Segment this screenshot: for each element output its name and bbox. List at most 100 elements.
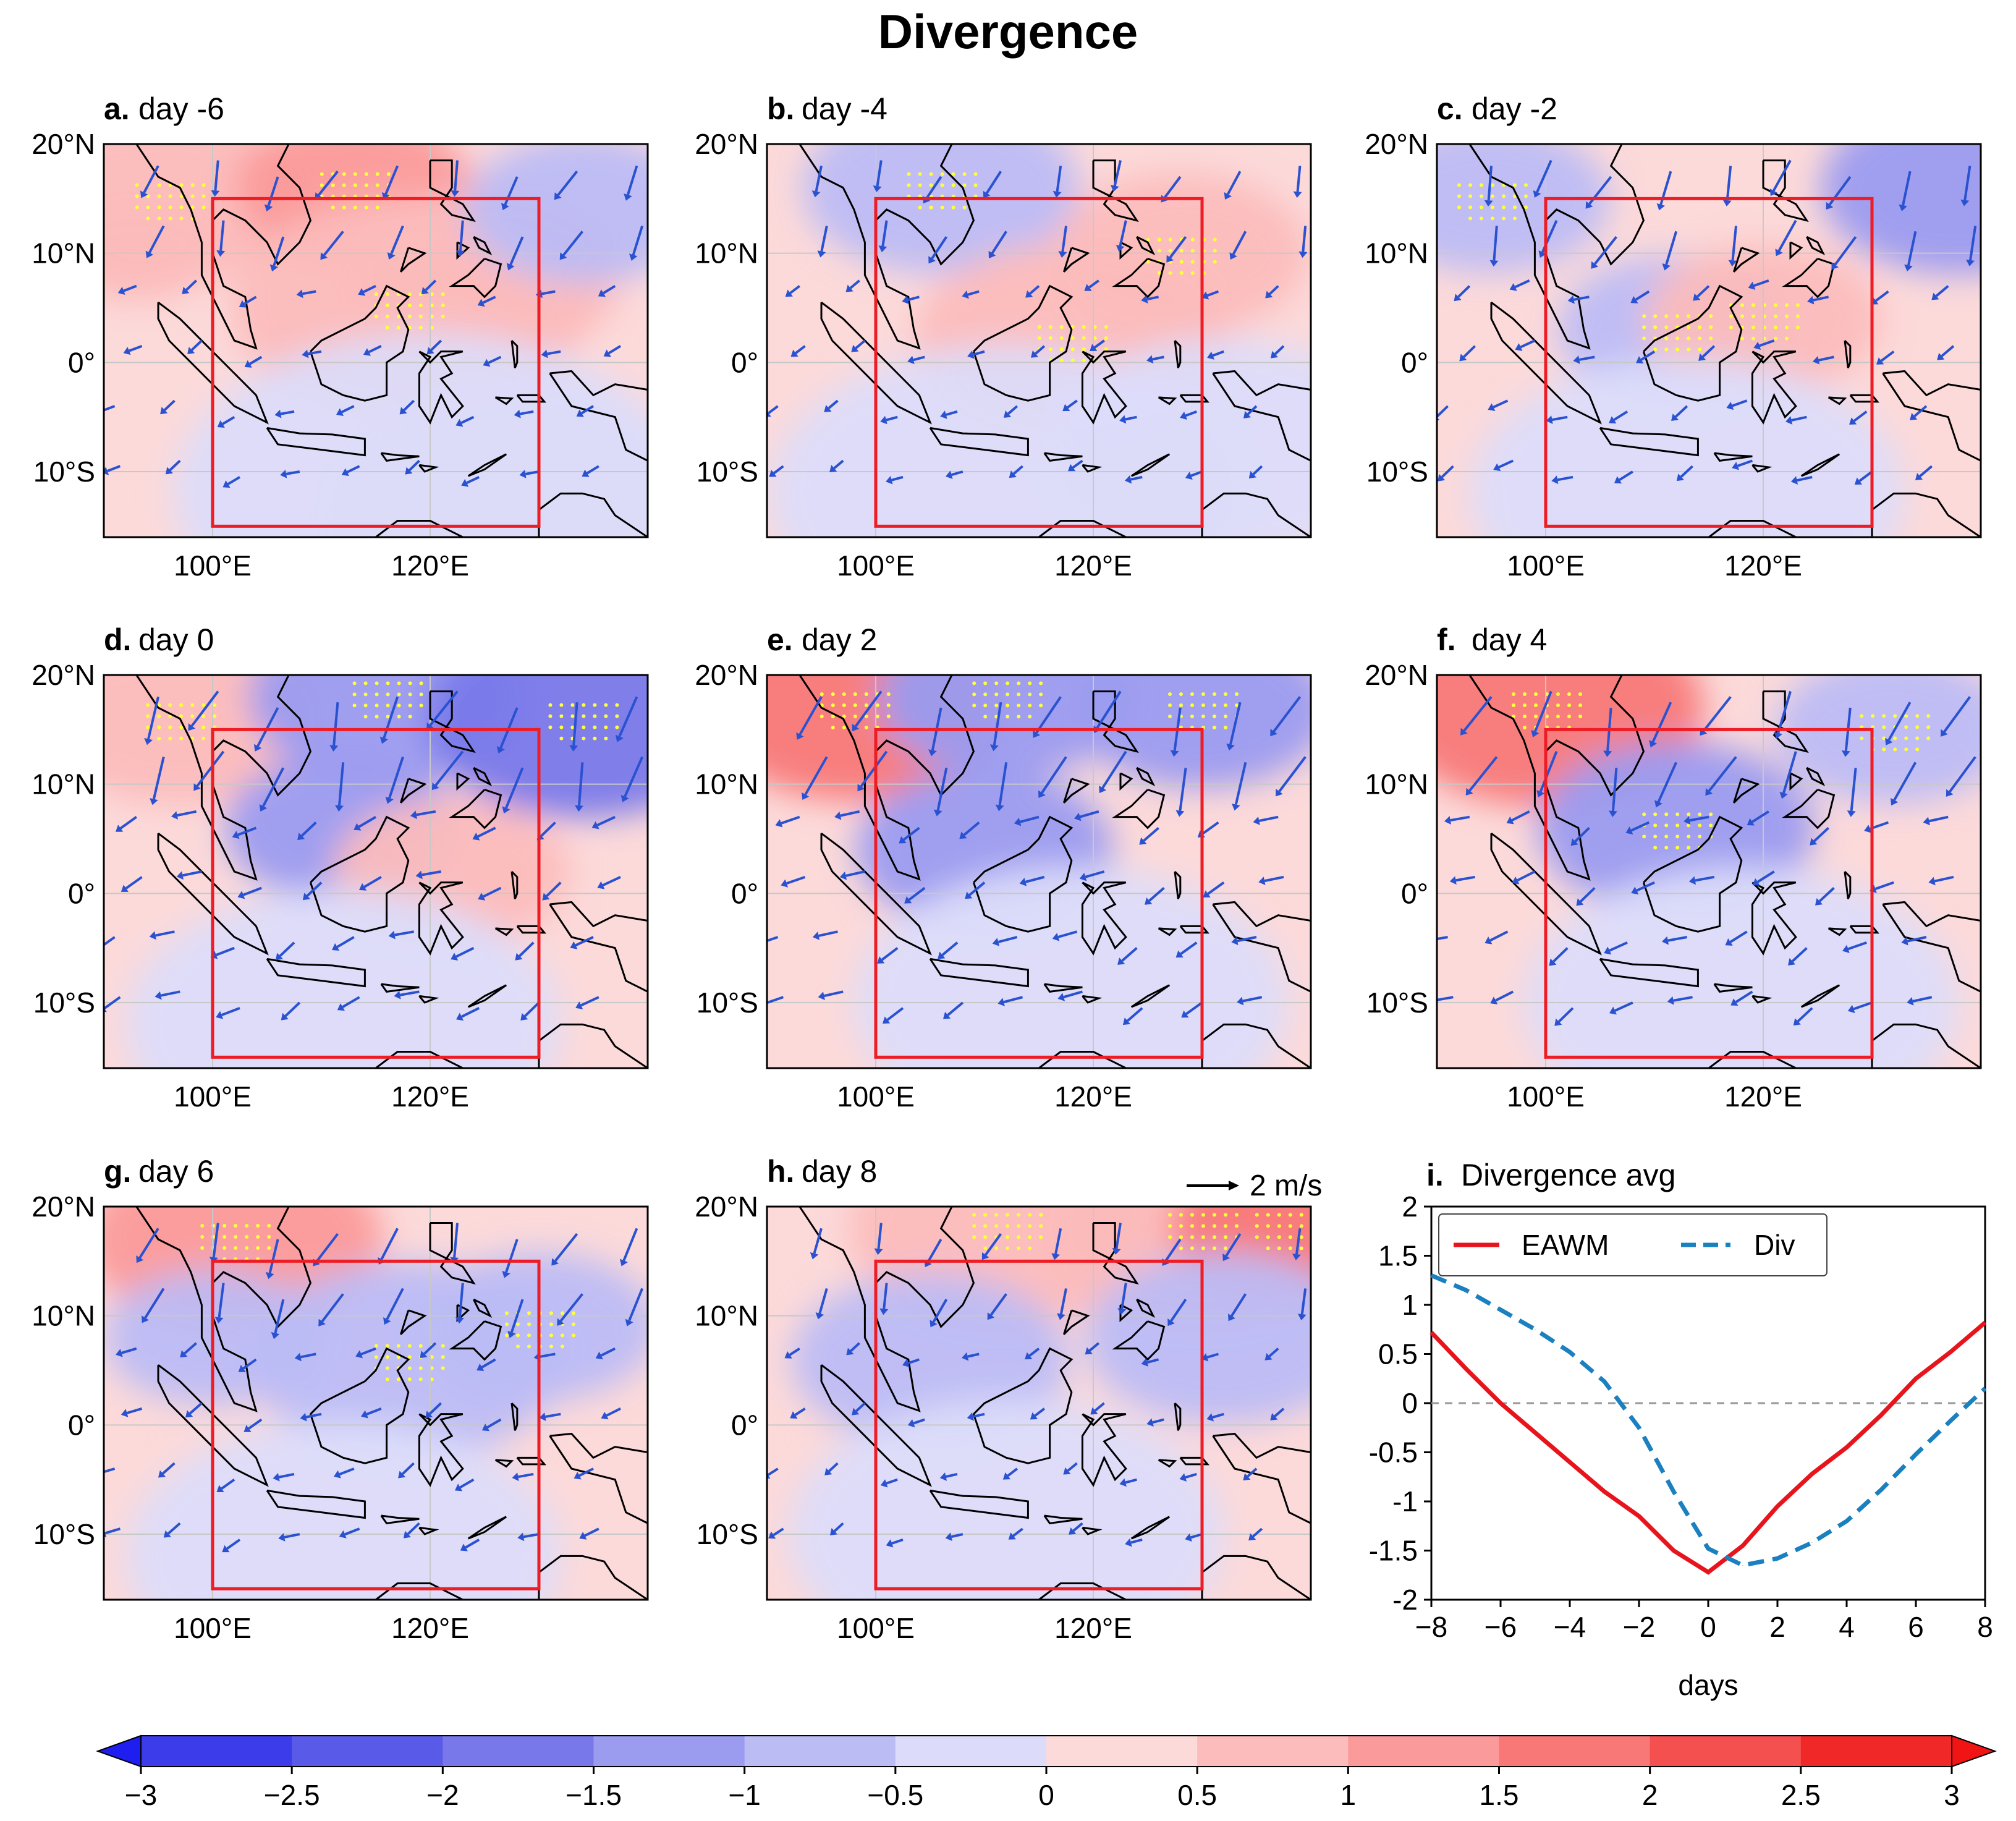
wind-arrow	[1613, 410, 1628, 421]
wind-arrow	[486, 1418, 502, 1428]
wind-arrow	[1818, 355, 1834, 362]
stipple-dot	[1299, 1235, 1303, 1239]
wind-arrow	[1185, 410, 1197, 417]
wind-arrow	[1278, 756, 1307, 792]
stipple-dot	[168, 714, 172, 718]
coastline	[467, 1516, 507, 1540]
stipple-dot	[190, 205, 195, 210]
stipple-dot	[572, 1311, 575, 1315]
wind-arrowhead	[579, 1532, 587, 1540]
coastline	[449, 789, 502, 830]
stipple-dot	[1006, 1246, 1010, 1250]
stipple-dot	[1468, 205, 1472, 210]
wind-arrow	[481, 1358, 496, 1369]
stipple-dot	[1698, 834, 1702, 839]
wind-arrowhead	[1966, 259, 1975, 266]
wind-arrow	[973, 1412, 985, 1418]
wind-arrow	[1206, 1352, 1219, 1359]
wind-arrowhead	[1270, 728, 1277, 737]
panel-letter: a.	[104, 91, 130, 126]
coastline	[1063, 778, 1090, 804]
stipple-dot	[342, 205, 346, 210]
stipple-dot	[1070, 325, 1075, 329]
domain-box	[211, 197, 541, 528]
x-tick-label: −2	[1623, 1611, 1655, 1643]
stipple-dot	[374, 292, 378, 296]
stipple-dot	[1059, 347, 1064, 351]
wind-arrow	[323, 231, 344, 256]
wind-arrow	[820, 226, 828, 252]
stipple-dot	[374, 1344, 378, 1348]
wind-arrow	[828, 1462, 839, 1472]
wind-arrow	[602, 876, 621, 886]
stipple-dot	[1882, 725, 1886, 729]
wind-arrow	[525, 470, 540, 475]
wind-arrowhead	[116, 825, 124, 832]
wind-arrow	[341, 405, 355, 414]
wind-arrowhead	[1667, 996, 1674, 1005]
wind-arrow	[600, 1347, 616, 1357]
stipple-dot	[1926, 714, 1931, 718]
stipple-dot	[1190, 692, 1194, 696]
wind-arrow	[963, 821, 980, 836]
wind-arrowhead	[483, 359, 491, 367]
wind-arrowhead	[294, 1352, 302, 1362]
stipple-dot	[146, 703, 150, 707]
stipple-dot	[407, 1355, 412, 1359]
wind-arrow	[840, 810, 860, 817]
wind-arrow	[1468, 756, 1498, 792]
stipple-dot	[320, 172, 324, 176]
wind-arrow	[1007, 405, 1019, 415]
stipple-dot	[375, 205, 379, 210]
coastline	[473, 1298, 493, 1318]
wind-arrowhead	[269, 264, 278, 272]
wind-arrowhead	[1444, 816, 1451, 825]
lat-tick-label: 20°N	[1365, 659, 1428, 691]
map-frame	[103, 1205, 649, 1601]
stipple-dot	[615, 714, 619, 718]
wind-arrow	[1212, 350, 1224, 357]
coastline	[456, 1304, 470, 1323]
lat-tick-label: 10°S	[697, 456, 758, 488]
wind-arrowhead	[1631, 886, 1639, 895]
wind-arrowhead	[339, 1530, 347, 1539]
stipple-dot	[213, 703, 217, 707]
colorbar-tick-label: −1.5	[565, 1779, 622, 1811]
stipple-dot	[352, 703, 357, 708]
stipple-dot	[1468, 183, 1472, 187]
stipple-dot	[1512, 703, 1515, 707]
coastline	[135, 144, 312, 350]
wind-arrowhead	[928, 256, 936, 264]
domain-box	[211, 1259, 541, 1590]
wind-arrowhead	[515, 953, 523, 961]
stipple-dot	[386, 703, 390, 708]
coastline	[1828, 396, 1847, 405]
wind-arrowhead	[455, 1317, 464, 1324]
stipple-dot	[1513, 194, 1517, 198]
wind-arrow	[1237, 936, 1257, 943]
stipple-dot	[864, 703, 868, 707]
wind-arrow	[1180, 941, 1198, 955]
panel-letter: g.	[104, 1154, 131, 1189]
wind-arrow	[315, 1233, 339, 1262]
wind-arrowhead	[1790, 476, 1798, 485]
coastline	[1179, 1456, 1209, 1466]
stipple-dot	[385, 326, 389, 329]
stipple-dot	[157, 216, 161, 221]
wind-arrow	[1928, 815, 1949, 823]
stipple-dot	[1146, 260, 1150, 264]
coastline	[820, 832, 932, 956]
wind-arrow	[1850, 767, 1857, 812]
stipple-dot	[353, 183, 357, 187]
stipple-dot	[179, 703, 184, 707]
stipple-dot	[1179, 1246, 1183, 1250]
wind-arrow	[107, 465, 121, 472]
wind-arrowhead	[907, 1419, 915, 1428]
wind-arrow	[453, 1223, 459, 1258]
wind-arrow	[1880, 350, 1895, 362]
stipple-dot	[1006, 715, 1010, 719]
wind-arrowhead	[94, 1469, 101, 1477]
